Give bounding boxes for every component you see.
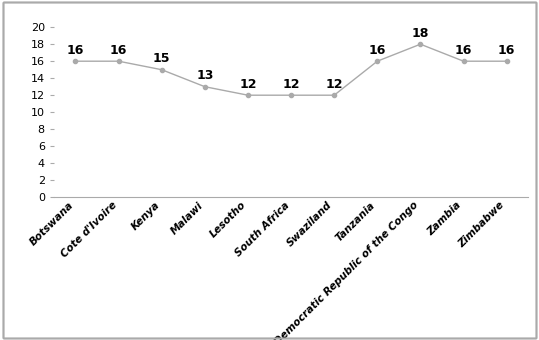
Text: 18: 18: [412, 27, 429, 40]
Text: 15: 15: [153, 52, 170, 65]
Text: 16: 16: [369, 44, 386, 57]
Text: 16: 16: [67, 44, 84, 57]
Text: 13: 13: [196, 69, 213, 82]
Text: 16: 16: [455, 44, 472, 57]
Text: 12: 12: [239, 78, 257, 91]
Text: 16: 16: [110, 44, 127, 57]
Text: 12: 12: [326, 78, 343, 91]
Text: 16: 16: [498, 44, 515, 57]
Text: 12: 12: [282, 78, 300, 91]
